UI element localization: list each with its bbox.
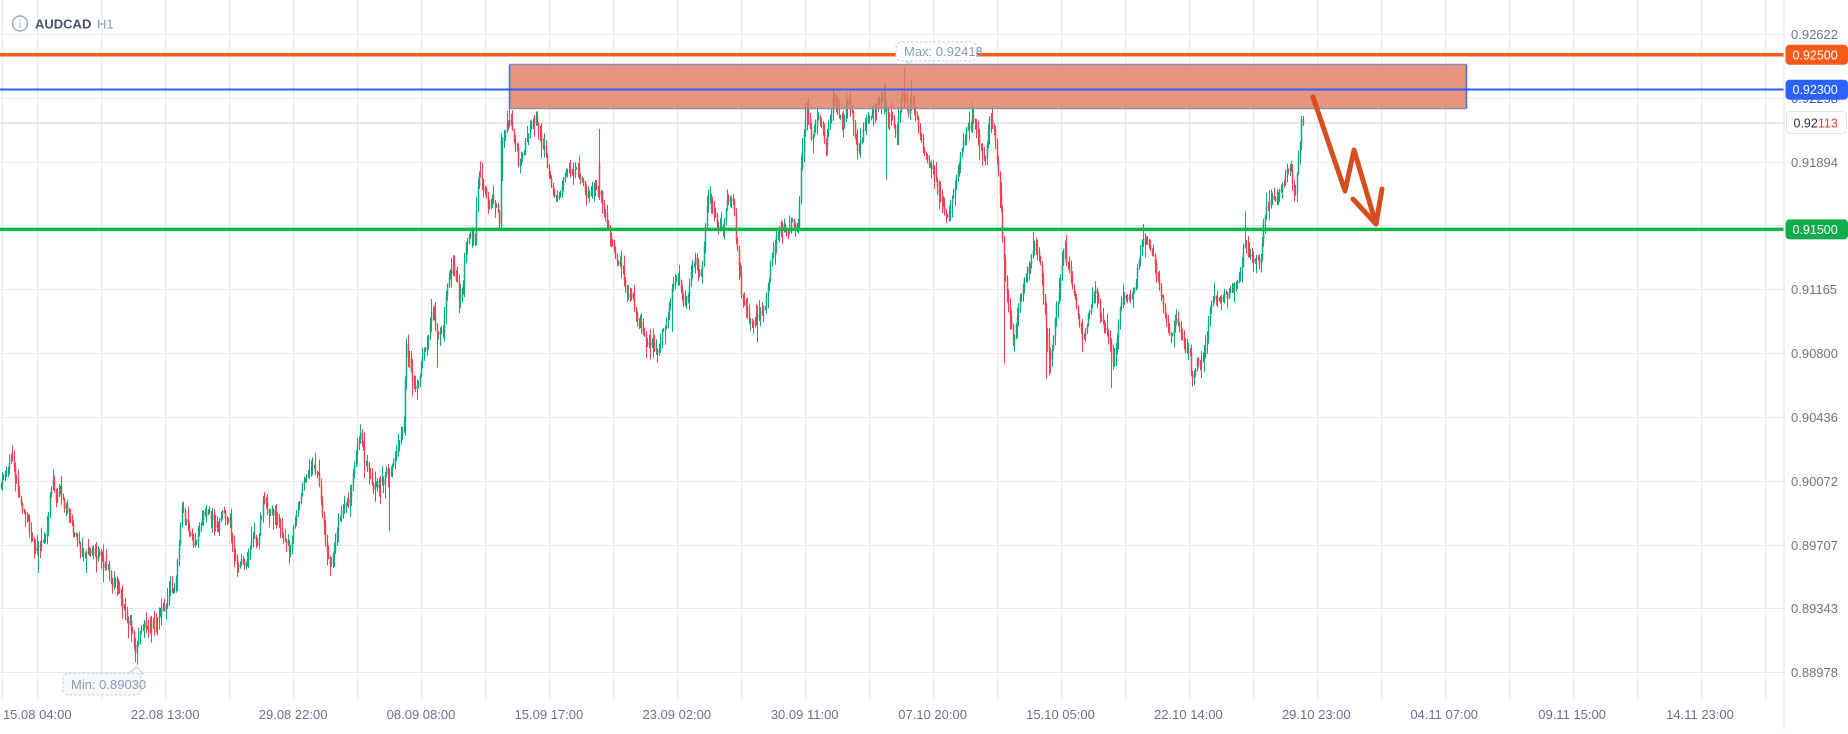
svg-text:0.92113: 0.92113: [1794, 117, 1838, 131]
svg-text:Max: 0.92418: Max: 0.92418: [904, 44, 983, 59]
svg-text:0.90436: 0.90436: [1791, 410, 1838, 425]
svg-text:0.89343: 0.89343: [1791, 601, 1838, 616]
svg-text:0.90072: 0.90072: [1791, 474, 1838, 489]
svg-text:0.92300: 0.92300: [1793, 83, 1838, 97]
svg-text:i: i: [19, 19, 21, 31]
svg-text:15.10 05:00: 15.10 05:00: [1026, 707, 1095, 722]
svg-text:H1: H1: [97, 17, 114, 32]
svg-text:15.09 17:00: 15.09 17:00: [515, 707, 584, 722]
svg-text:09.11 15:00: 09.11 15:00: [1538, 707, 1606, 722]
svg-text:0.91894: 0.91894: [1791, 155, 1838, 170]
svg-text:22.08 13:00: 22.08 13:00: [131, 707, 200, 722]
svg-text:AUDCAD: AUDCAD: [35, 17, 91, 32]
svg-text:29.08 22:00: 29.08 22:00: [259, 707, 328, 722]
svg-text:22.10 14:00: 22.10 14:00: [1154, 707, 1223, 722]
svg-text:0.91500: 0.91500: [1793, 223, 1838, 237]
svg-text:Min: 0.89030: Min: 0.89030: [71, 677, 146, 692]
svg-text:23.09 02:00: 23.09 02:00: [642, 707, 711, 722]
svg-text:0.92622: 0.92622: [1791, 27, 1838, 42]
svg-text:04.11 07:00: 04.11 07:00: [1410, 707, 1478, 722]
svg-text:29.10 23:00: 29.10 23:00: [1282, 707, 1351, 722]
svg-text:0.89707: 0.89707: [1791, 538, 1838, 553]
svg-text:30.09 11:00: 30.09 11:00: [771, 707, 839, 722]
svg-text:0.92500: 0.92500: [1793, 48, 1838, 62]
svg-text:08.09 08:00: 08.09 08:00: [387, 707, 456, 722]
svg-text:14.11 23:00: 14.11 23:00: [1666, 707, 1734, 722]
svg-text:07.10 20:00: 07.10 20:00: [898, 707, 967, 722]
svg-text:15.08 04:00: 15.08 04:00: [3, 707, 72, 722]
svg-text:0.90800: 0.90800: [1791, 346, 1838, 361]
svg-text:0.91165: 0.91165: [1791, 282, 1837, 297]
svg-text:0.88978: 0.88978: [1791, 665, 1838, 680]
